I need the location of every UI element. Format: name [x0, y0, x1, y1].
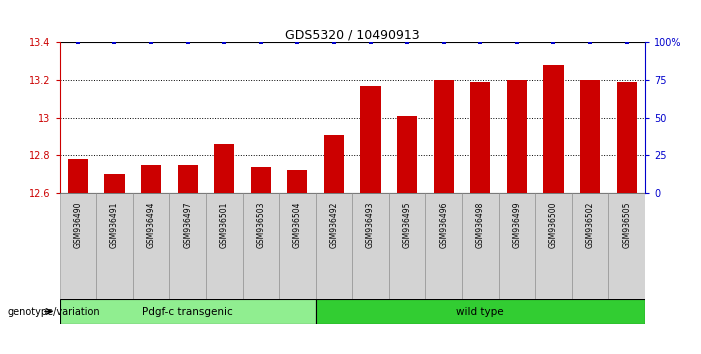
Bar	[470, 82, 491, 193]
Text: GSM936497: GSM936497	[183, 201, 192, 248]
Bar	[507, 80, 527, 193]
Point	[72, 40, 83, 45]
Bar	[462, 193, 498, 299]
Text: wild type: wild type	[456, 307, 504, 316]
Bar	[389, 193, 426, 299]
Point	[328, 40, 339, 45]
Point	[145, 40, 156, 45]
Bar	[177, 165, 198, 193]
Bar	[132, 193, 170, 299]
Point	[438, 40, 449, 45]
Point	[585, 40, 596, 45]
Bar	[498, 193, 535, 299]
Bar	[214, 144, 234, 193]
Bar	[68, 159, 88, 193]
Point	[255, 40, 266, 45]
Bar	[397, 116, 417, 193]
Bar	[434, 80, 454, 193]
Bar	[608, 193, 645, 299]
Text: GSM936491: GSM936491	[110, 201, 119, 248]
Point	[511, 40, 522, 45]
Text: Pdgf-c transgenic: Pdgf-c transgenic	[142, 307, 233, 316]
Bar	[426, 193, 462, 299]
Bar	[60, 299, 315, 324]
Text: GSM936495: GSM936495	[402, 201, 411, 248]
Text: GSM936499: GSM936499	[512, 201, 522, 248]
Point	[548, 40, 559, 45]
Bar	[324, 135, 344, 193]
Text: GSM936504: GSM936504	[293, 201, 302, 248]
Point	[182, 40, 193, 45]
Bar	[360, 86, 381, 193]
Text: GSM936505: GSM936505	[622, 201, 631, 248]
Bar	[243, 193, 279, 299]
Bar	[617, 82, 637, 193]
Bar	[580, 80, 600, 193]
Text: GSM936500: GSM936500	[549, 201, 558, 248]
Bar	[96, 193, 132, 299]
Point	[109, 40, 120, 45]
Point	[219, 40, 230, 45]
Bar	[543, 65, 564, 193]
Text: GSM936492: GSM936492	[329, 201, 339, 248]
Bar	[251, 167, 271, 193]
Text: GSM936490: GSM936490	[74, 201, 83, 248]
Point	[621, 40, 632, 45]
Bar	[572, 193, 608, 299]
Point	[402, 40, 413, 45]
Point	[292, 40, 303, 45]
Bar	[287, 170, 308, 193]
Text: GSM936501: GSM936501	[219, 201, 229, 248]
Bar	[315, 299, 645, 324]
Text: GSM936496: GSM936496	[440, 201, 448, 248]
Bar	[315, 193, 353, 299]
Text: GSM936494: GSM936494	[147, 201, 156, 248]
Bar	[535, 193, 572, 299]
Bar	[60, 193, 96, 299]
Bar	[170, 193, 206, 299]
Point	[475, 40, 486, 45]
Bar	[279, 193, 315, 299]
Bar	[141, 165, 161, 193]
Text: GSM936498: GSM936498	[476, 201, 485, 248]
Text: genotype/variation: genotype/variation	[7, 307, 100, 316]
Text: GSM936493: GSM936493	[366, 201, 375, 248]
Bar	[104, 174, 125, 193]
Text: GSM936502: GSM936502	[585, 201, 594, 248]
Text: GSM936503: GSM936503	[257, 201, 265, 248]
Bar	[353, 193, 389, 299]
Title: GDS5320 / 10490913: GDS5320 / 10490913	[285, 28, 420, 41]
Point	[365, 40, 376, 45]
Bar	[206, 193, 243, 299]
